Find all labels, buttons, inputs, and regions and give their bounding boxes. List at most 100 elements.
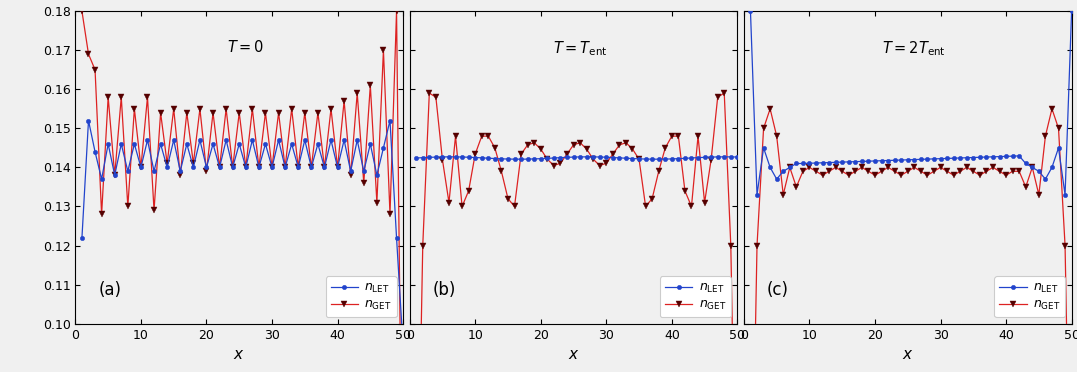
$n_{\mathrm{LET}}$ bbox=[581, 155, 593, 159]
$n_{\mathrm{LET}}$ bbox=[789, 161, 802, 166]
$n_{\mathrm{LET}}$ bbox=[75, 235, 88, 240]
$n_{\mathrm{LET}}$ bbox=[377, 145, 390, 150]
$n_{\mathrm{GET}}$ bbox=[725, 243, 738, 248]
$n_{\mathrm{LET}}$ bbox=[554, 155, 567, 160]
$n_{\mathrm{LET}}$ bbox=[751, 192, 764, 197]
$n_{\mathrm{LET}}$ bbox=[508, 157, 521, 161]
$n_{\mathrm{GET}}$ bbox=[581, 147, 593, 151]
$n_{\mathrm{GET}}$ bbox=[167, 107, 180, 111]
$n_{\mathrm{LET}}$ bbox=[646, 157, 659, 161]
$n_{\mathrm{GET}}$ bbox=[318, 165, 331, 170]
Line: $n_{\mathrm{LET}}$: $n_{\mathrm{LET}}$ bbox=[414, 155, 740, 161]
$n_{\mathrm{LET}}$ bbox=[521, 157, 534, 161]
$n_{\mathrm{GET}}$ bbox=[1052, 126, 1065, 131]
$n_{\mathrm{GET}}$ bbox=[305, 165, 318, 170]
$n_{\mathrm{GET}}$ bbox=[148, 208, 160, 212]
$n_{\mathrm{LET}}$ bbox=[417, 155, 430, 160]
$n_{\mathrm{GET}}$ bbox=[528, 141, 541, 145]
$n_{\mathrm{GET}}$ bbox=[266, 165, 279, 170]
$n_{\mathrm{LET}}$ bbox=[626, 156, 639, 161]
$n_{\mathrm{GET}}$ bbox=[233, 110, 246, 115]
$n_{\mathrm{GET}}$ bbox=[593, 163, 606, 168]
$n_{\mathrm{GET}}$ bbox=[390, 9, 403, 13]
$n_{\mathrm{LET}}$ bbox=[331, 165, 344, 170]
$n_{\mathrm{LET}}$ bbox=[639, 157, 652, 161]
$n_{\mathrm{GET}}$ bbox=[751, 243, 764, 248]
$n_{\mathrm{LET}}$ bbox=[1012, 154, 1025, 158]
$n_{\mathrm{GET}}$ bbox=[324, 107, 337, 111]
$n_{\mathrm{LET}}$ bbox=[338, 138, 351, 142]
$n_{\mathrm{LET}}$ bbox=[810, 161, 823, 165]
$n_{\mathrm{GET}}$ bbox=[541, 157, 554, 161]
$n_{\mathrm{LET}}$ bbox=[704, 155, 717, 159]
$n_{\mathrm{LET}}$ bbox=[816, 161, 829, 165]
$n_{\mathrm{LET}}$ bbox=[849, 160, 862, 164]
$n_{\mathrm{LET}}$ bbox=[934, 157, 947, 161]
Text: $T=0$: $T=0$ bbox=[227, 39, 265, 55]
$n_{\mathrm{LET}}$ bbox=[311, 142, 324, 146]
$n_{\mathrm{GET}}$ bbox=[547, 163, 560, 168]
$n_{\mathrm{GET}}$ bbox=[430, 95, 443, 99]
$n_{\mathrm{GET}}$ bbox=[855, 165, 868, 170]
$n_{\mathrm{GET}}$ bbox=[160, 161, 173, 166]
$n_{\mathrm{GET}}$ bbox=[934, 165, 947, 170]
$n_{\mathrm{GET}}$ bbox=[803, 165, 816, 170]
$n_{\mathrm{GET}}$ bbox=[417, 243, 430, 248]
$n_{\mathrm{LET}}$ bbox=[803, 161, 816, 166]
$n_{\mathrm{LET}}$ bbox=[252, 165, 265, 170]
$n_{\mathrm{LET}}$ bbox=[731, 155, 744, 159]
$n_{\mathrm{GET}}$ bbox=[488, 145, 501, 150]
$n_{\mathrm{LET}}$ bbox=[770, 177, 783, 181]
$n_{\mathrm{LET}}$ bbox=[370, 173, 383, 177]
$n_{\mathrm{GET}}$ bbox=[842, 173, 855, 177]
$n_{\mathrm{GET}}$ bbox=[653, 169, 666, 173]
Text: $T=T_{\mathrm{ent}}$: $T=T_{\mathrm{ent}}$ bbox=[553, 39, 607, 58]
$n_{\mathrm{GET}}$ bbox=[862, 169, 875, 173]
$n_{\mathrm{GET}}$ bbox=[554, 161, 567, 166]
$n_{\mathrm{GET}}$ bbox=[364, 83, 377, 88]
$n_{\mathrm{LET}}$ bbox=[940, 156, 953, 161]
$n_{\mathrm{LET}}$ bbox=[324, 138, 337, 142]
$n_{\mathrm{LET}}$ bbox=[318, 165, 331, 170]
$n_{\mathrm{GET}}$ bbox=[515, 152, 528, 156]
$n_{\mathrm{LET}}$ bbox=[502, 157, 515, 161]
$n_{\mathrm{GET}}$ bbox=[836, 169, 849, 173]
$n_{\mathrm{GET}}$ bbox=[810, 169, 823, 173]
$n_{\mathrm{LET}}$ bbox=[220, 138, 233, 142]
$n_{\mathrm{GET}}$ bbox=[252, 165, 265, 170]
$n_{\mathrm{LET}}$ bbox=[1033, 169, 1046, 173]
$n_{\mathrm{LET}}$ bbox=[619, 156, 632, 160]
$n_{\mathrm{GET}}$ bbox=[101, 95, 114, 99]
$n_{\mathrm{GET}}$ bbox=[311, 110, 324, 115]
$n_{\mathrm{LET}}$ bbox=[534, 157, 547, 161]
$n_{\mathrm{LET}}$ bbox=[1039, 177, 1052, 181]
$n_{\mathrm{GET}}$ bbox=[122, 204, 135, 209]
$n_{\mathrm{GET}}$ bbox=[1046, 107, 1059, 111]
$n_{\mathrm{LET}}$ bbox=[173, 169, 186, 173]
$n_{\mathrm{LET}}$ bbox=[1059, 192, 1072, 197]
$n_{\mathrm{LET}}$ bbox=[226, 165, 239, 170]
$n_{\mathrm{GET}}$ bbox=[443, 200, 456, 205]
$n_{\mathrm{LET}}$ bbox=[1065, 9, 1077, 13]
$n_{\mathrm{LET}}$ bbox=[574, 155, 587, 159]
$n_{\mathrm{GET}}$ bbox=[456, 204, 468, 209]
$n_{\mathrm{LET}}$ bbox=[207, 142, 220, 146]
$n_{\mathrm{LET}}$ bbox=[258, 142, 271, 146]
$n_{\mathrm{GET}}$ bbox=[632, 157, 645, 161]
$n_{\mathrm{LET}}$ bbox=[927, 157, 940, 161]
X-axis label: $x$: $x$ bbox=[234, 347, 244, 362]
$n_{\mathrm{GET}}$ bbox=[967, 169, 980, 173]
$n_{\mathrm{LET}}$ bbox=[954, 156, 967, 160]
$n_{\mathrm{LET}}$ bbox=[345, 169, 358, 173]
$n_{\mathrm{LET}}$ bbox=[200, 165, 213, 170]
$n_{\mathrm{GET}}$ bbox=[574, 141, 587, 145]
$n_{\mathrm{LET}}$ bbox=[266, 165, 279, 170]
$n_{\mathrm{LET}}$ bbox=[587, 155, 600, 159]
$n_{\mathrm{LET}}$ bbox=[233, 142, 246, 146]
$n_{\mathrm{LET}}$ bbox=[541, 156, 554, 161]
$n_{\mathrm{LET}}$ bbox=[764, 165, 777, 170]
$n_{\mathrm{GET}}$ bbox=[587, 157, 600, 161]
$n_{\mathrm{GET}}$ bbox=[954, 169, 967, 173]
$n_{\mathrm{GET}}$ bbox=[868, 173, 881, 177]
$n_{\mathrm{GET}}$ bbox=[711, 95, 724, 99]
